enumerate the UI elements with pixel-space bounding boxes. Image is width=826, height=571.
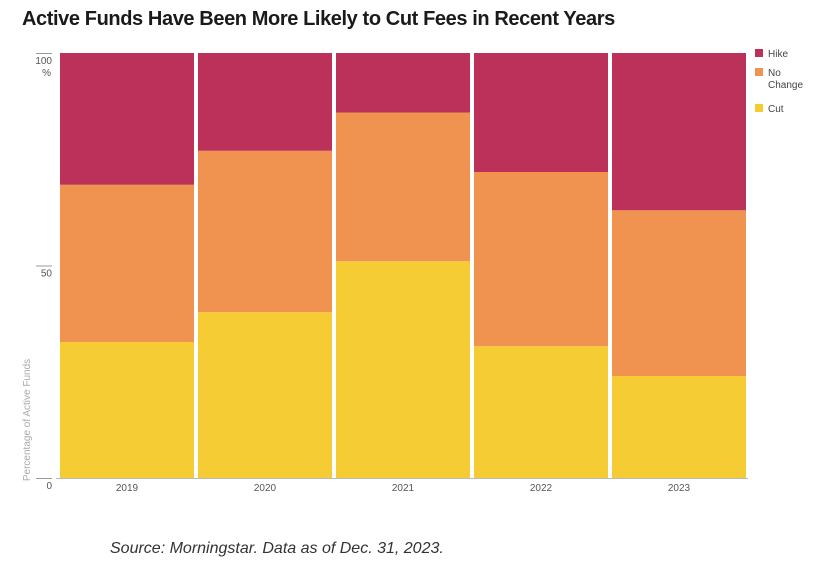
bar-segment-hike-2022 xyxy=(474,53,608,172)
bar-segment-no-change-2022 xyxy=(474,172,608,347)
y-tick-label-100: 100 xyxy=(35,56,52,67)
legend-label-cut: Cut xyxy=(768,104,784,115)
legend-swatch-no-change xyxy=(755,68,763,76)
bar-segment-cut-2022 xyxy=(474,346,608,478)
x-tick-label-2022: 2022 xyxy=(530,483,553,494)
bar-segment-hike-2023 xyxy=(612,53,746,211)
x-tick-label-2020: 2020 xyxy=(254,483,277,494)
bar-segment-cut-2021 xyxy=(336,261,470,478)
x-tick-label-2023: 2023 xyxy=(668,483,691,494)
bar-segment-cut-2020 xyxy=(198,312,332,478)
legend-swatch-hike xyxy=(755,49,763,57)
chart-title: Active Funds Have Been More Likely to Cu… xyxy=(22,8,615,30)
bar-segment-hike-2021 xyxy=(336,53,470,113)
y-tick-label-50: 50 xyxy=(41,269,53,280)
legend-swatch-cut xyxy=(755,104,763,112)
legend-label-hike: Hike xyxy=(768,49,788,60)
bar-segment-hike-2020 xyxy=(198,53,332,151)
bar-segment-no-change-2023 xyxy=(612,210,746,376)
bar-segment-no-change-2019 xyxy=(60,184,194,342)
bar-segment-hike-2019 xyxy=(60,53,194,185)
bar-segment-cut-2019 xyxy=(60,342,194,478)
bar-segment-cut-2023 xyxy=(612,376,746,478)
legend-label-no-change: No Change xyxy=(768,68,803,91)
x-tick-label-2021: 2021 xyxy=(392,483,415,494)
y-tick-label-0: 0 xyxy=(46,481,52,492)
bar-segment-no-change-2020 xyxy=(198,150,332,313)
y-unit-label: % xyxy=(42,68,51,79)
bar-segment-no-change-2021 xyxy=(336,112,470,262)
source-note: Source: Morningstar. Data as of Dec. 31,… xyxy=(110,540,444,557)
x-tick-label-2019: 2019 xyxy=(116,483,139,494)
y-axis-title: Percentage of Active Funds xyxy=(22,359,33,481)
